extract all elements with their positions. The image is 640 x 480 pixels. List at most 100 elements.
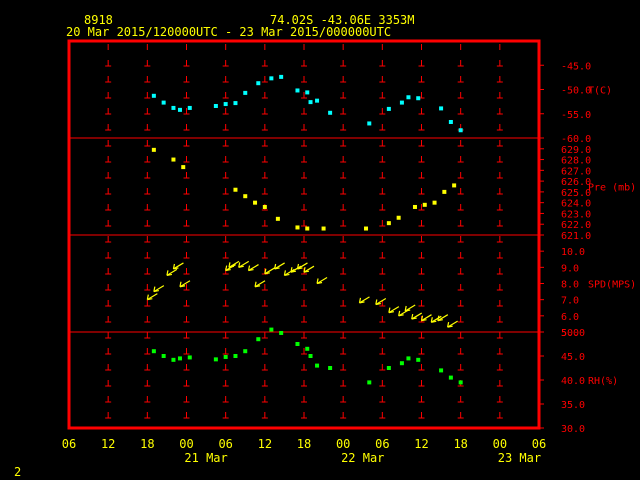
humidity-point <box>161 354 166 358</box>
temperature-label: T(C) <box>588 86 612 97</box>
wind-arrow-head <box>153 286 156 292</box>
humidity-point <box>187 355 192 360</box>
wind-arrow-head <box>274 263 277 270</box>
wind-y-tick-label: 6.0 <box>561 312 579 323</box>
humidity-point <box>151 349 156 354</box>
x-tick-label: 06 <box>532 437 546 451</box>
wind-y-tick-label: 8.0 <box>561 280 579 291</box>
wind-arrow-head <box>404 305 407 312</box>
wind-arrow-head <box>398 310 401 316</box>
pressure-y-tick-label: 625.0 <box>561 188 591 199</box>
wind-arrow <box>264 267 276 275</box>
temperature-point <box>161 100 166 105</box>
pressure-point <box>321 226 326 231</box>
wind-arrow <box>238 260 250 268</box>
wind-arrow-head <box>284 273 290 277</box>
wind-arrow-head <box>420 315 424 321</box>
wind-arrow-head <box>411 313 414 320</box>
wind-arrow <box>411 312 423 320</box>
temperature-point <box>151 93 156 98</box>
wind-arrow-shaft <box>388 306 400 314</box>
pressure-point <box>151 147 156 152</box>
wind-arrow-shaft <box>375 298 387 306</box>
humidity-point <box>233 354 238 358</box>
temperature-point <box>308 100 313 105</box>
wind-arrow-head <box>303 270 310 273</box>
wind-arrow-shaft <box>303 265 315 273</box>
wind-arrow-head <box>238 262 241 268</box>
wind-arrow-head <box>437 315 440 321</box>
wind-arrow-shaft <box>447 320 458 328</box>
wind-arrow-head <box>316 281 323 285</box>
wind-arrow-head <box>297 267 303 270</box>
wind-arrow-shaft <box>179 280 191 288</box>
pressure-point <box>386 221 391 226</box>
temperature-point <box>458 128 463 133</box>
x-tick-label: 12 <box>101 437 115 451</box>
wind-arrow-shaft <box>248 264 259 272</box>
humidity-point <box>279 330 284 335</box>
wind-arrow-head <box>166 273 173 277</box>
temperature-y-tick-label: -60.0 <box>561 134 591 145</box>
x-tick-label: 18 <box>297 437 311 451</box>
pressure-y-tick-label: 624.0 <box>561 199 591 210</box>
wind-arrow-head <box>303 267 306 273</box>
wind-arrow-head <box>296 263 300 270</box>
temperature-point <box>448 119 453 124</box>
wind-arrow <box>430 315 442 323</box>
wind-arrow <box>437 314 449 322</box>
wind-arrow-shaft <box>228 260 240 268</box>
wind-arrow-head <box>375 299 378 305</box>
temperature-point <box>328 110 333 115</box>
page-number: 2 <box>14 465 21 479</box>
wind-arrow-shaft <box>147 293 158 301</box>
temperature-y-tick-label: -50.0 <box>561 86 591 97</box>
wind-arrow-head <box>290 270 297 273</box>
humidity-point <box>256 337 261 342</box>
wind-arrow-shaft <box>274 262 285 270</box>
wind-arrow-shaft <box>264 267 276 275</box>
x-tick-label: 18 <box>453 437 467 451</box>
station-id: 8918 <box>84 13 113 27</box>
wind-arrow-head <box>405 309 411 312</box>
wind-arrow-head <box>173 267 179 270</box>
humidity-point <box>171 357 176 362</box>
pressure-point <box>171 157 176 162</box>
wind-arrow-shaft <box>411 312 423 320</box>
x-tick-label: 06 <box>62 437 76 451</box>
wind-arrow <box>254 280 266 288</box>
wind-arrow <box>228 260 240 268</box>
wind-arrow-shaft <box>297 262 308 270</box>
wind-arrow-head <box>421 319 427 322</box>
wind-arrow-shaft <box>404 304 416 312</box>
temperature-point <box>399 100 404 105</box>
x-tick-label: 12 <box>258 437 272 451</box>
wind-arrow <box>404 304 416 312</box>
wind-arrow-head <box>447 322 450 328</box>
wind-arrow-head <box>447 325 453 328</box>
wind-arrow-head <box>228 265 235 268</box>
wind-arrow-head <box>316 278 319 284</box>
pressure-point <box>295 225 300 230</box>
humidity-y-tick-label: 40.0 <box>561 376 585 387</box>
pressure-y-tick-label: 626.0 <box>561 177 591 188</box>
humidity-point <box>295 342 300 346</box>
humidity-y-tick-label: 35.0 <box>561 400 585 411</box>
plot-frame <box>67 39 541 430</box>
temperature-point <box>213 103 218 108</box>
wind-arrow-head <box>264 272 270 275</box>
wind-arrow-head <box>153 289 159 293</box>
wind-arrow <box>179 280 191 288</box>
x-date-label: 22 Mar <box>341 451 384 465</box>
wind-arrow-head <box>430 317 433 323</box>
wind-arrow <box>316 276 328 285</box>
wind-arrow-shaft <box>173 262 184 270</box>
wind-arrow <box>153 285 165 293</box>
wind-arrow-head <box>388 307 391 313</box>
humidity-point <box>308 354 313 358</box>
wind-arrow-head <box>388 311 394 314</box>
temperature-point <box>223 102 228 107</box>
wind-arrow-head <box>179 285 186 288</box>
wind-arrow-head <box>274 267 280 270</box>
pressure-point <box>412 204 417 209</box>
